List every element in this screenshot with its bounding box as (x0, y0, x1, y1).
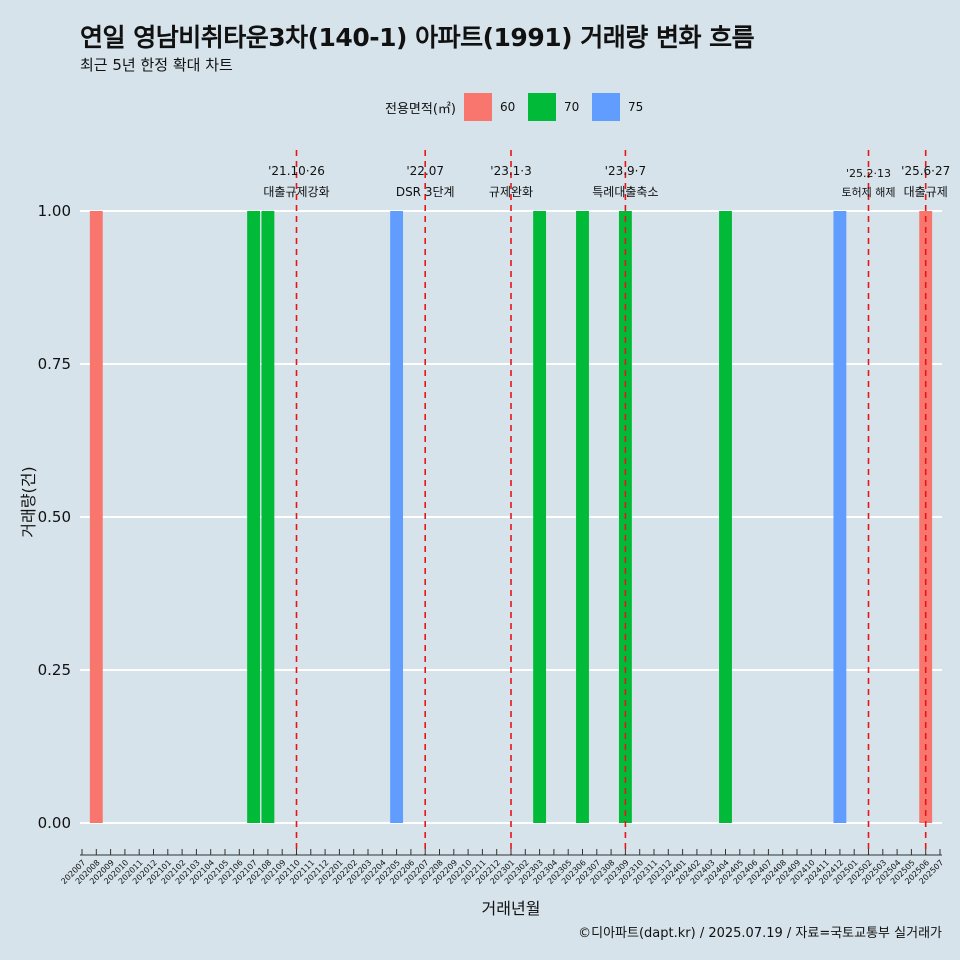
event-date-label: '23.9·7 (605, 164, 646, 178)
legend-label-60: 60 (499, 100, 516, 114)
y-tick-label: 0.75 (38, 355, 71, 373)
page-subtitle: 최근 5년 한정 확대 차트 (80, 56, 233, 74)
page-title: 연일 영남비취타운3차(140-1) 아파트(1991) 거래량 변화 흐름 (80, 23, 755, 52)
event-text-label: 대출규제 (904, 185, 948, 199)
legend-title: 전용면적(㎡) (385, 101, 456, 117)
bar-70-202303 (533, 211, 547, 823)
legend-item-70: 70 (527, 93, 584, 121)
bar-70-202404 (719, 211, 732, 823)
legend-label-70: 70 (563, 100, 580, 114)
event-date-label: '22.07 (406, 164, 444, 178)
legend-item-60: 60 (463, 93, 520, 121)
event-text-label: 규제완화 (489, 185, 533, 199)
event-text-label: DSR 3단계 (396, 185, 455, 199)
legend-label-75: 75 (627, 100, 644, 114)
event-date-label: '25.2·13 (846, 167, 891, 180)
y-tick-label: 0.00 (38, 814, 71, 832)
bar-70-202107 (247, 211, 261, 823)
event-date-label: '25.6·27 (901, 164, 950, 178)
event-text-label: 특례대출축소 (592, 185, 658, 199)
legend: 전용면적(㎡) 60 70 75 (385, 93, 656, 121)
bar-70-202306 (576, 211, 589, 823)
bar-60-202008 (89, 211, 103, 823)
y-tick-label: 1.00 (38, 202, 71, 220)
legend-swatch-70 (527, 93, 556, 121)
event-date-label: '23.1·3 (490, 164, 531, 178)
x-axis-title: 거래년월 (482, 899, 541, 918)
y-tick-label: 0.25 (38, 661, 71, 679)
event-text-label: 토허제 해제 (841, 185, 895, 199)
legend-item-75: 75 (591, 93, 648, 121)
source-caption: ©디아파트(dapt.kr) / 2025.07.19 / 자료=국토교통부 실… (578, 926, 942, 941)
y-tick-label: 0.50 (38, 508, 71, 526)
bar-70-202108 (261, 211, 275, 823)
legend-swatch-60 (463, 93, 492, 121)
y-axis-title: 거래량(건) (19, 466, 38, 537)
legend-swatch-75 (591, 93, 620, 121)
bar-75-202205 (390, 211, 404, 823)
event-text-label: 대출규제강화 (263, 185, 329, 199)
bar-75-202412 (833, 211, 847, 823)
event-date-label: '21.10·26 (268, 164, 325, 178)
